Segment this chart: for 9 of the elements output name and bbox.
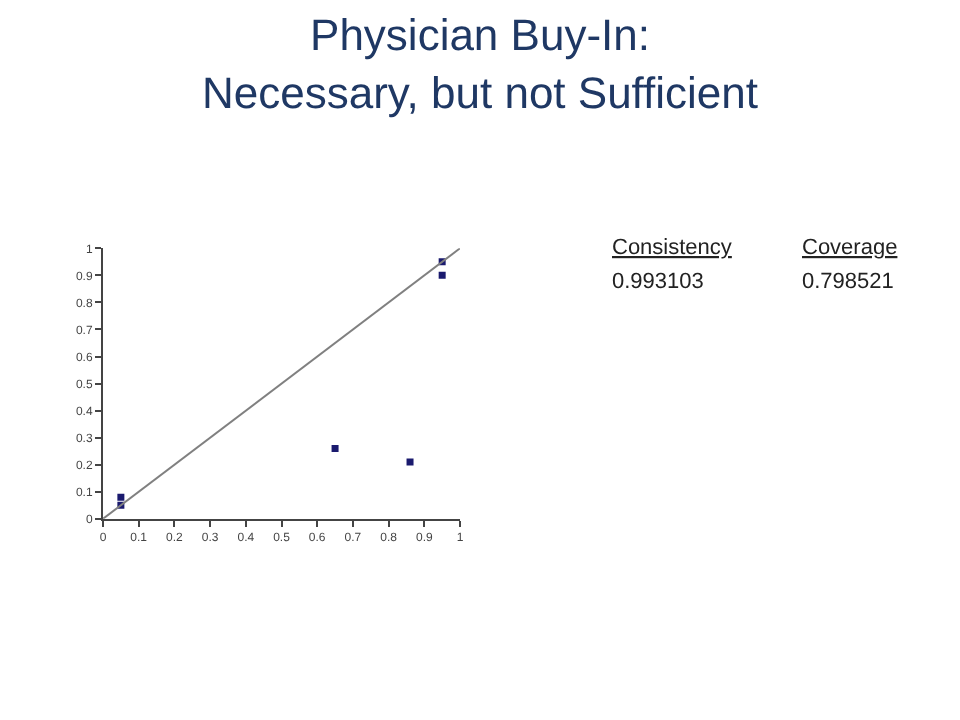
point <box>117 493 125 501</box>
text: 0.993103 <box>612 270 704 294</box>
chart-title: Physician Buy-In: Necessary, but not Sufficient <box>202 10 758 118</box>
point <box>331 444 339 452</box>
text: Consistency <box>612 236 733 260</box>
text: Coverage <box>802 236 898 260</box>
point <box>406 458 414 466</box>
point <box>438 271 446 279</box>
text: 0.798521 <box>802 270 894 294</box>
